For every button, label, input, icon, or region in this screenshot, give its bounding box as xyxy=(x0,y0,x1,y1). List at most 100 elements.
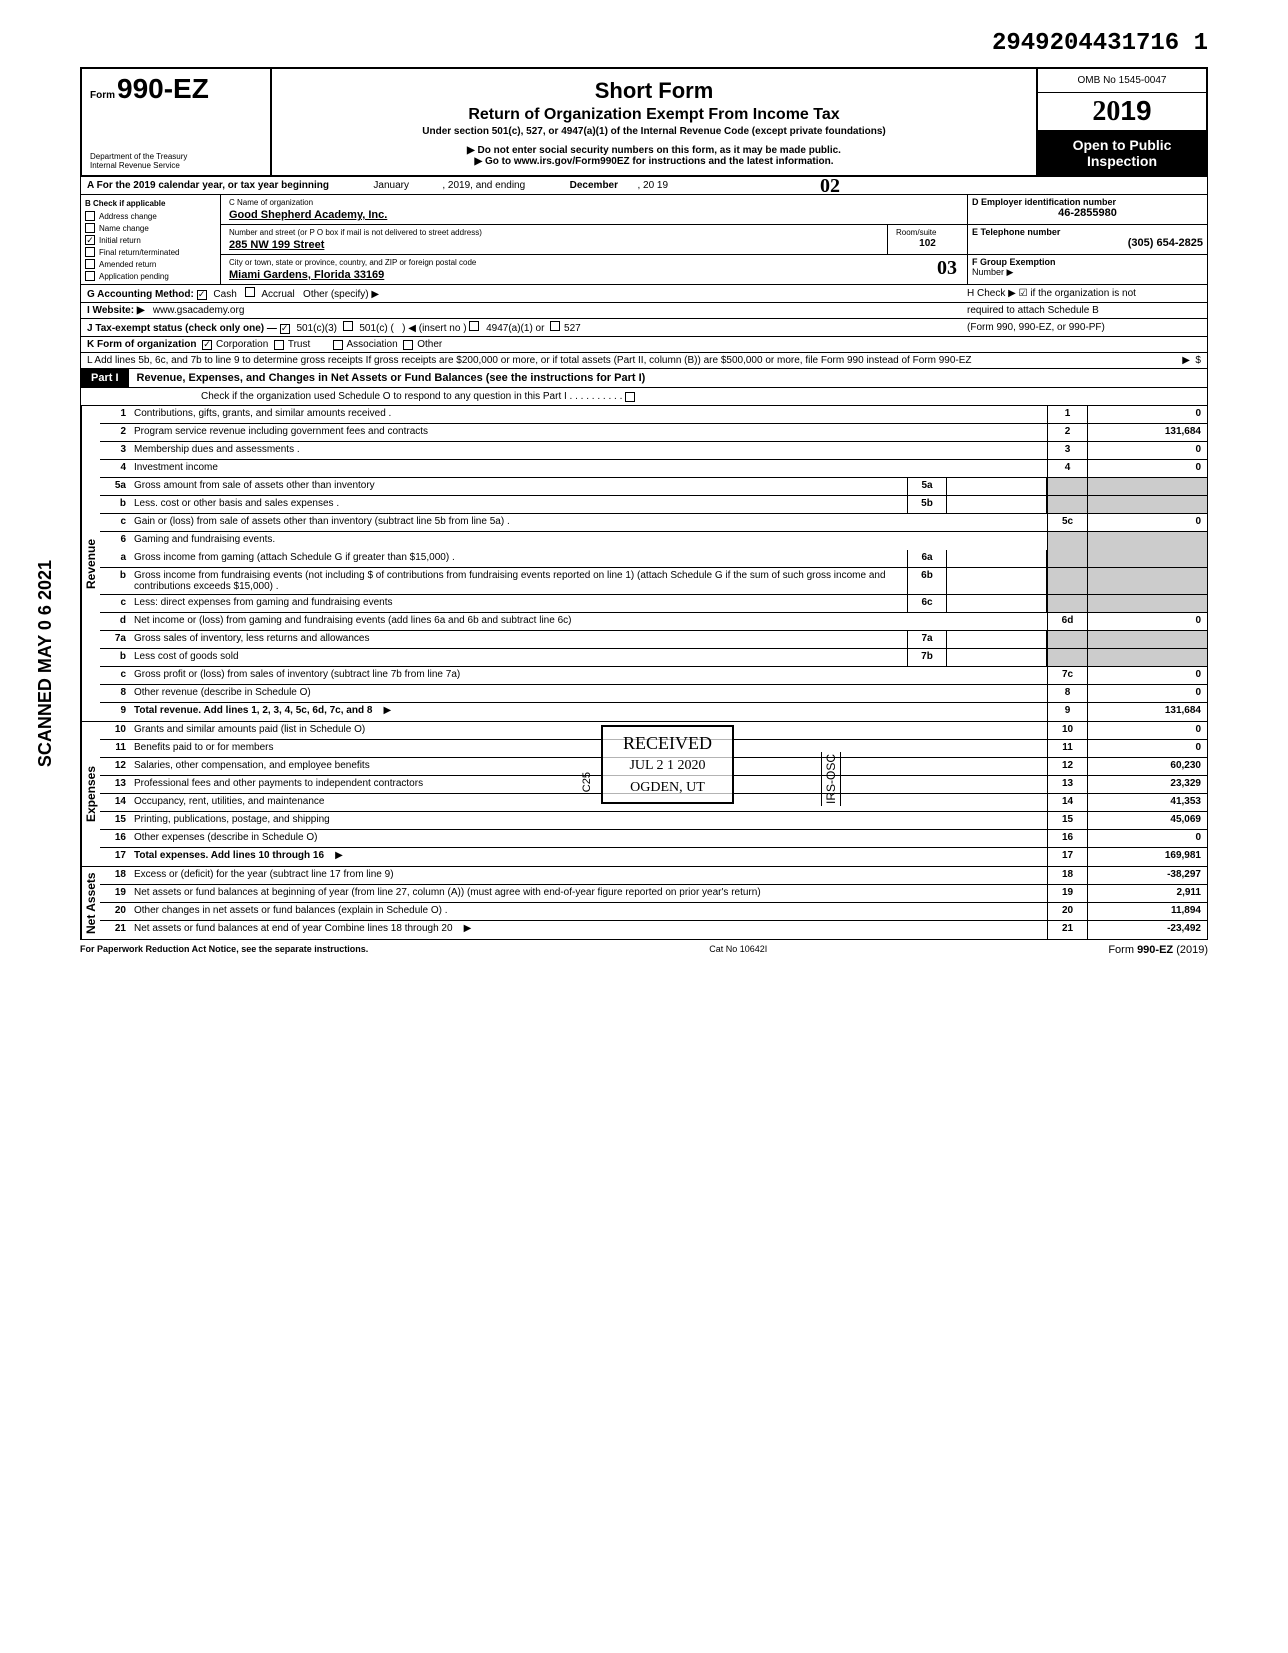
line-21-desc: Net assets or fund balances at end of ye… xyxy=(134,923,453,934)
line-8-desc: Other revenue (describe in Schedule O) xyxy=(130,685,1047,702)
line-15-desc: Printing, publications, postage, and shi… xyxy=(130,812,1047,829)
line-3-val: 0 xyxy=(1087,442,1207,459)
received-text: RECEIVED xyxy=(623,733,712,754)
line-8-val: 0 xyxy=(1087,685,1207,702)
name-label: C Name of organization xyxy=(225,197,963,208)
section-h-2: required to attach Schedule B xyxy=(961,305,1201,316)
line-7a-desc: Gross sales of inventory, less returns a… xyxy=(130,631,907,648)
checkbox-address-change[interactable] xyxy=(85,211,95,221)
department: Department of the Treasury Internal Reve… xyxy=(90,153,262,171)
ein-value: 46-2855980 xyxy=(972,207,1203,219)
line-12-val: 60,230 xyxy=(1087,758,1207,775)
line-2-val: 131,684 xyxy=(1087,424,1207,441)
line-1-desc: Contributions, gifts, grants, and simila… xyxy=(130,406,1047,423)
checkbox-other-org[interactable] xyxy=(403,340,413,350)
part-1-title: Revenue, Expenses, and Changes in Net As… xyxy=(129,369,1207,387)
line-7b-desc: Less cost of goods sold xyxy=(130,649,907,666)
section-a-calendar-year: A For the 2019 calendar year, or tax yea… xyxy=(80,177,1208,195)
dept-irs: Internal Revenue Service xyxy=(90,162,262,171)
line-4-desc: Investment income xyxy=(130,460,1047,477)
footer-left: For Paperwork Reduction Act Notice, see … xyxy=(80,944,368,956)
line-5a-desc: Gross amount from sale of assets other t… xyxy=(130,478,907,495)
open-text-1: Open to Public xyxy=(1042,137,1202,153)
year-end: , 20 19 xyxy=(637,180,668,191)
org-name: Good Shepherd Academy, Inc. xyxy=(225,208,963,222)
label-trust: Trust xyxy=(288,339,310,350)
checkbox-initial-return[interactable]: ✓ xyxy=(85,235,95,245)
label-name-change: Name change xyxy=(99,224,149,233)
section-b-header: B Check if applicable xyxy=(83,197,218,210)
no-ssn-warning: Do not enter social security numbers on … xyxy=(278,145,1030,156)
check-schedule-o: Check if the organization used Schedule … xyxy=(80,388,1208,406)
line-6-desc: Gaming and fundraising events. xyxy=(130,532,1047,550)
checkbox-501c[interactable] xyxy=(343,321,353,331)
checkbox-schedule-o[interactable] xyxy=(625,392,635,402)
checkbox-501c3[interactable]: ✓ xyxy=(280,324,290,334)
line-11-val: 0 xyxy=(1087,740,1207,757)
revenue-label: Revenue xyxy=(81,406,100,721)
row-l: L Add lines 5b, 6c, and 7b to line 9 to … xyxy=(80,353,1208,369)
label-527: 527 xyxy=(564,323,581,334)
line-6b-desc: Gross income from fundraising events (no… xyxy=(130,568,907,594)
label-insert-no: ) ◀ (insert no ) xyxy=(402,323,466,334)
checkbox-final-return[interactable] xyxy=(85,247,95,257)
room-value: 102 xyxy=(892,238,963,249)
ein-label: D Employer identification number xyxy=(972,197,1203,207)
check-o-text: Check if the organization used Schedule … xyxy=(201,391,622,402)
line-6c-desc: Less: direct expenses from gaming and fu… xyxy=(130,595,907,612)
line-9-val: 131,684 xyxy=(1087,703,1207,721)
line-21-val: -23,492 xyxy=(1087,921,1207,939)
line-16-val: 0 xyxy=(1087,830,1207,847)
month-end: December xyxy=(570,180,618,191)
street-label: Number and street (or P O box if mail is… xyxy=(225,227,883,238)
phone-value: (305) 654-2825 xyxy=(972,237,1203,249)
line-17-val: 169,981 xyxy=(1087,848,1207,866)
line-19-desc: Net assets or fund balances at beginning… xyxy=(130,885,1047,902)
under-section: Under section 501(c), 527, or 4947(a)(1)… xyxy=(278,126,1030,137)
title-short-form: Short Form xyxy=(278,78,1030,104)
line-10-desc: Grants and similar amounts paid (list in… xyxy=(130,722,1047,739)
line-15-val: 45,069 xyxy=(1087,812,1207,829)
line-17-desc: Total expenses. Add lines 10 through 16 xyxy=(134,850,324,861)
checkbox-corporation[interactable]: ✓ xyxy=(202,340,212,350)
checkbox-amended[interactable] xyxy=(85,259,95,269)
row-l-text: L Add lines 5b, 6c, and 7b to line 9 to … xyxy=(87,355,1081,366)
checkbox-527[interactable] xyxy=(550,321,560,331)
row-g-i: G Accounting Method: ✓ Cash Accrual Othe… xyxy=(80,285,1208,303)
received-location: OGDEN, UT xyxy=(623,780,712,796)
form-prefix: Form xyxy=(90,90,115,101)
group-exemption-label: F Group Exemption xyxy=(972,257,1203,267)
line-10-val: 0 xyxy=(1087,722,1207,739)
line-20-desc: Other changes in net assets or fund bala… xyxy=(130,903,1047,920)
line-20-val: 11,894 xyxy=(1087,903,1207,920)
tax-exempt-label: J Tax-exempt status (check only one) — xyxy=(87,323,277,334)
checkbox-cash[interactable]: ✓ xyxy=(197,290,207,300)
checkbox-pending[interactable] xyxy=(85,271,95,281)
form-header: Form 990-EZ Department of the Treasury I… xyxy=(80,67,1208,177)
line-16-desc: Other expenses (describe in Schedule O) xyxy=(130,830,1047,847)
city-label: City or town, state or province, country… xyxy=(225,257,963,268)
label-other-method: Other (specify) ▶ xyxy=(303,289,379,300)
line-18-desc: Excess or (deficit) for the year (subtra… xyxy=(130,867,1047,884)
revenue-section: Revenue 1Contributions, gifts, grants, a… xyxy=(80,406,1208,722)
line-5b-desc: Less. cost or other basis and sales expe… xyxy=(130,496,907,513)
net-assets-section: Net Assets 18Excess or (deficit) for the… xyxy=(80,867,1208,940)
checkbox-association[interactable] xyxy=(333,340,343,350)
scanned-stamp: SCANNED MAY 0 6 2021 xyxy=(35,560,56,767)
title-return: Return of Organization Exempt From Incom… xyxy=(278,106,1030,124)
row-website: I Website: ▶ www.gsacademy.org required … xyxy=(80,303,1208,319)
label-address-change: Address change xyxy=(99,212,157,221)
section-a-label: A For the 2019 calendar year, or tax yea… xyxy=(87,180,329,191)
line-13-val: 23,329 xyxy=(1087,776,1207,793)
row-k: K Form of organization ✓ Corporation Tru… xyxy=(80,337,1208,353)
group-exemption-number: Number ▶ xyxy=(972,267,1203,278)
checkbox-name-change[interactable] xyxy=(85,223,95,233)
checkbox-accrual[interactable] xyxy=(245,287,255,297)
checkbox-4947[interactable] xyxy=(469,321,479,331)
line-9-desc: Total revenue. Add lines 1, 2, 3, 4, 5c,… xyxy=(134,705,372,716)
open-to-public: Open to Public Inspection xyxy=(1038,131,1206,175)
page-footer: For Paperwork Reduction Act Notice, see … xyxy=(80,940,1208,960)
checkbox-trust[interactable] xyxy=(274,340,284,350)
expenses-section: Expenses 10Grants and similar amounts pa… xyxy=(80,722,1208,867)
line-1-val: 0 xyxy=(1087,406,1207,423)
